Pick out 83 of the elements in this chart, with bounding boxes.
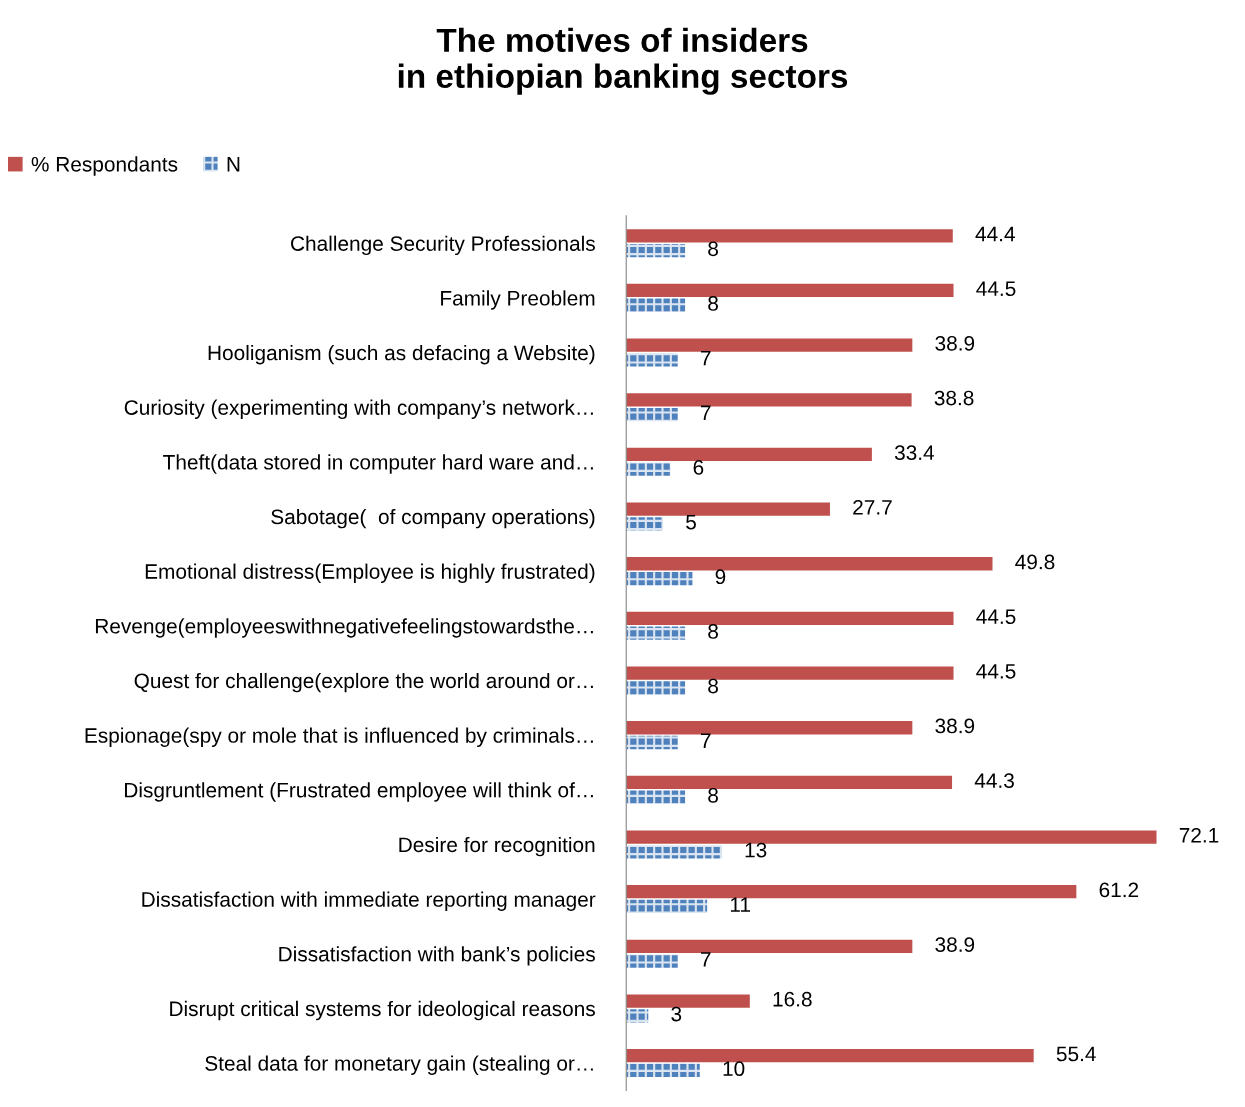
bar: [626, 283, 954, 298]
bar: [626, 1063, 700, 1078]
legend-label: % Respondants: [31, 156, 178, 176]
data-label: 13: [745, 842, 767, 858]
bar: [626, 611, 954, 626]
bar: [626, 721, 913, 735]
bar: [626, 407, 678, 422]
data-label: 61.2: [1099, 882, 1139, 898]
bar: [626, 954, 678, 968]
data-label: 5: [686, 514, 696, 530]
bar: [626, 557, 993, 571]
bar: [626, 338, 913, 352]
data-label: 6: [693, 460, 704, 475]
data-label: 33.4: [894, 445, 935, 461]
data-label: 7: [701, 952, 711, 967]
data-label: 44.5: [976, 281, 1016, 297]
data-label: 72.1: [1179, 827, 1219, 843]
y-tick-label: Family Preoblem: [441, 290, 595, 310]
data-label: 44.5: [976, 664, 1016, 679]
y-tick-label: Desire for recognition: [399, 836, 595, 857]
data-label: 10: [723, 1061, 745, 1077]
bar: [626, 1049, 1034, 1063]
data-label: 8: [708, 678, 718, 694]
y-tick-label: Quest for challenge(explore the world around or…: [134, 672, 593, 693]
bar: [626, 735, 678, 750]
bar: [626, 885, 1077, 899]
bar: [626, 666, 954, 680]
y-tick-label: Espionage(spy or mole that is influenced by criminals…: [85, 727, 593, 747]
bar: [626, 899, 708, 914]
bar: [626, 571, 693, 586]
data-label: 7: [701, 350, 711, 366]
y-tick-label: Disrupt critical systems for ideological reasons: [170, 1000, 595, 1021]
y-tick-label: Dissatisfaction with bank’s policies: [279, 946, 595, 966]
bar: [626, 243, 686, 258]
data-label: 55.4: [1056, 1046, 1096, 1062]
y-tick-label: Dissatisfaction with immediate reporting manager: [142, 891, 596, 911]
bar: [626, 681, 686, 695]
bar: [626, 393, 912, 407]
data-label: 44.3: [974, 773, 1014, 788]
bar: [626, 229, 953, 243]
data-label: 7: [701, 405, 711, 420]
data-label: 38.9: [935, 335, 975, 351]
data-label: 44.4: [975, 226, 1015, 242]
bar: [626, 845, 722, 859]
y-tick-label: Challenge Security Professionals: [291, 235, 595, 256]
data-label: 7: [701, 733, 711, 748]
y-tick-label: Emotional distress(Employee is highly frustrated): [145, 563, 595, 584]
y-tick-label: Hooliganism (such as defacing a Website): [208, 344, 595, 365]
data-label: 9: [715, 569, 726, 585]
data-label: 8: [708, 296, 718, 311]
y-tick-label: Steal data for monetary gain (stealing or…: [205, 1055, 593, 1075]
legend-label: N: [227, 157, 240, 172]
bar: [626, 447, 872, 462]
chart-title: The motives of insiders in ethiopian banking sectors: [398, 27, 848, 95]
data-label: 38.8: [934, 390, 974, 406]
data-label: 11: [730, 897, 750, 912]
y-tick-label: Curiosity (experimenting with company’s network…: [124, 399, 593, 420]
y-tick-label: Sabotage( of company operations): [271, 508, 595, 529]
bar: [626, 830, 1157, 844]
bar: [626, 298, 686, 312]
bar: [626, 462, 671, 476]
bar: [626, 353, 678, 367]
data-label: 8: [708, 787, 718, 803]
y-tick-label: Revenge(employeeswithnegativefeelingstowardsthe…: [95, 618, 593, 638]
data-label: 8: [708, 624, 718, 639]
bar: [626, 790, 686, 804]
bar: [626, 502, 830, 516]
bar: [626, 994, 750, 1008]
data-label: 27.7: [853, 499, 892, 515]
bar: [626, 775, 953, 790]
data-label: 8: [708, 241, 718, 257]
data-label: 49.8: [1015, 554, 1055, 570]
data-label: 16.8: [773, 991, 812, 1007]
data-label: 38.9: [935, 718, 975, 734]
bar: [626, 517, 664, 531]
data-label: 38.9: [935, 937, 975, 952]
data-label: 44.5: [976, 609, 1016, 625]
y-tick-label: Disgruntlement (Frustrated employee will think of…: [125, 782, 593, 802]
y-tick-label: Theft(data stored in computer hard ware and…: [163, 454, 593, 474]
bar: [626, 626, 686, 640]
bar: [626, 939, 913, 954]
bar: [626, 1009, 649, 1023]
data-label: 3: [671, 1006, 682, 1022]
